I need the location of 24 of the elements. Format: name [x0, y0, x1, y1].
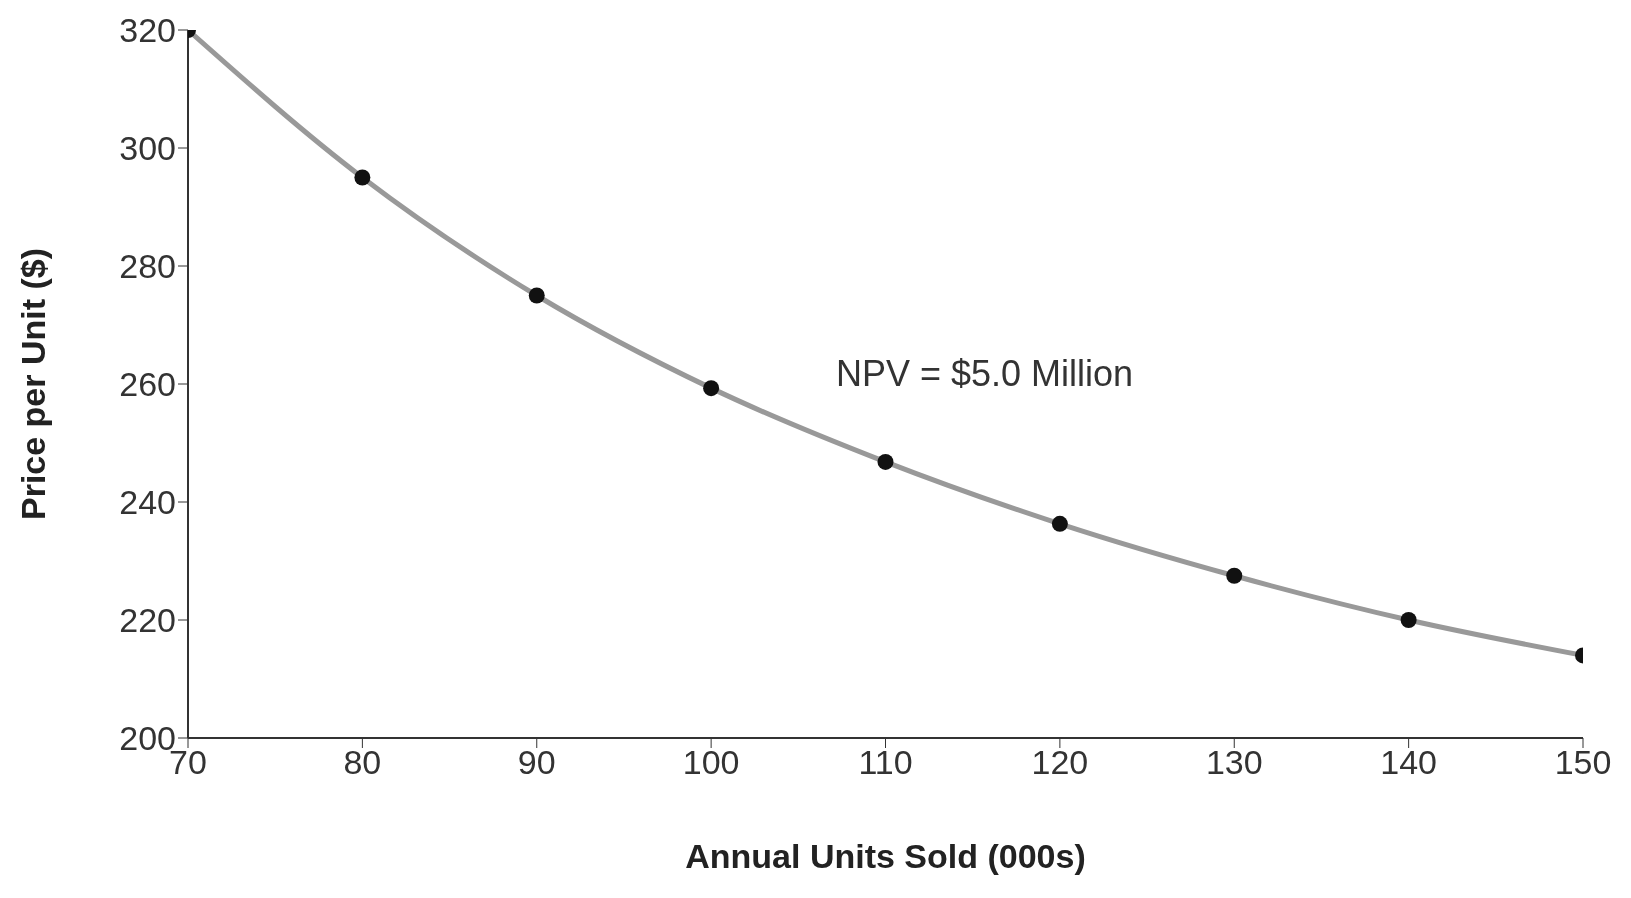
y-tick-label: 260: [119, 365, 176, 404]
y-tick-label: 280: [119, 247, 176, 286]
x-tick-label: 100: [682, 743, 740, 782]
x-tick-label: 140: [1380, 743, 1437, 782]
point: [1226, 567, 1243, 584]
point: [528, 287, 545, 304]
y-tick-label: 320: [119, 11, 176, 50]
x-tick-label: 80: [343, 743, 382, 782]
point: [354, 169, 371, 186]
point: [1400, 612, 1417, 628]
y-tick-label: 300: [119, 129, 176, 168]
annotation: NPV = $5.0 Million: [836, 353, 1134, 395]
point: [877, 453, 894, 470]
x-tick-label: 110: [858, 743, 913, 782]
point: [703, 380, 720, 397]
x-tick-label: 120: [1031, 743, 1089, 782]
y-tick-label: 240: [119, 483, 176, 522]
x-tick-label: 90: [517, 743, 556, 782]
y-axis-title: Price per Unit ($): [14, 247, 53, 521]
x-tick-label: 130: [1205, 743, 1263, 782]
point: [1051, 515, 1068, 532]
x-axis-title: Annual Units Sold (000s): [685, 837, 1086, 875]
y-tick-label: 220: [119, 601, 176, 640]
x-tick-label: 150: [1554, 743, 1612, 782]
